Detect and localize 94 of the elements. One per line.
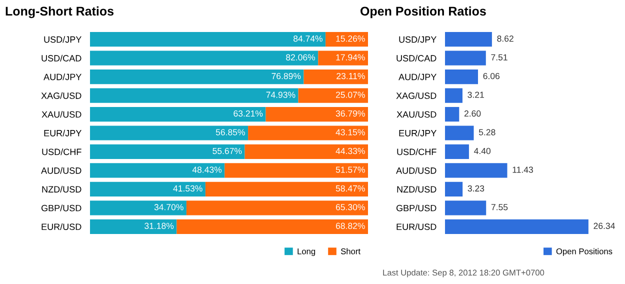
data-label: 17.94%: [336, 54, 365, 60]
y-tick-label: XAU/USD: [396, 111, 436, 118]
bar: [445, 219, 588, 234]
data-label: 3.23: [468, 185, 484, 192]
y-tick-label: EUR/JPY: [399, 130, 436, 136]
data-label: 11.43: [512, 166, 533, 173]
bar: [445, 88, 462, 103]
bar: [90, 70, 304, 84]
data-label: 76.89%: [272, 72, 301, 80]
y-tick-label: AUD/USD: [396, 167, 436, 174]
bar: [176, 219, 368, 234]
bar: [90, 106, 266, 122]
data-label: 36.79%: [336, 110, 365, 117]
bar: [90, 144, 245, 160]
bar: [90, 88, 298, 103]
data-label: 25.07%: [336, 92, 365, 98]
y-tick-label: XAU/USD: [42, 111, 82, 118]
y-tick-label: EUR/USD: [396, 223, 436, 230]
bar: [90, 126, 248, 140]
legend-label: Long: [298, 248, 316, 256]
y-tick-label: USD/JPY: [399, 36, 436, 43]
chart-title: Open Position Ratios: [360, 6, 486, 18]
data-label: 6.06: [483, 72, 500, 80]
y-tick-label: XAG/USD: [396, 92, 436, 99]
bar: [445, 182, 463, 196]
data-label: 43.15%: [336, 129, 365, 136]
bar: [445, 106, 460, 122]
legend-label: Open Positions: [556, 248, 612, 256]
bar: [186, 200, 368, 216]
bar: [298, 88, 368, 103]
data-label: 15.26%: [336, 36, 365, 42]
y-tick-label: EUR/USD: [42, 223, 82, 230]
bar: [90, 182, 206, 196]
bar: [445, 144, 469, 160]
data-label: 23.11%: [336, 72, 365, 80]
y-tick-label: AUD/JPY: [398, 74, 436, 80]
bar: [326, 32, 368, 47]
data-label: 58.47%: [336, 185, 365, 192]
y-tick-label: USD/CAD: [396, 54, 436, 62]
data-label: 41.53%: [173, 185, 202, 192]
bar: [244, 144, 368, 160]
bar: [445, 200, 486, 216]
data-label: 44.33%: [336, 148, 365, 154]
y-tick-label: USD/CAD: [42, 54, 82, 62]
text: Last Update: Sep 8, 2012 18:20 GMT+0700: [383, 269, 544, 278]
y-tick-label: XAG/USD: [41, 92, 82, 99]
y-tick-label: USD/JPY: [44, 36, 82, 43]
y-tick-label: GBP/USD: [41, 204, 82, 212]
bar: [445, 32, 492, 47]
bar: [445, 163, 508, 178]
data-label: 63.21%: [234, 110, 263, 117]
y-tick-label: NZD/USD: [397, 186, 436, 193]
bar: [304, 70, 368, 84]
data-label: 48.43%: [192, 166, 222, 173]
data-label: 74.93%: [266, 92, 296, 98]
y-tick-label: EUR/JPY: [44, 130, 82, 136]
data-label: 68.82%: [336, 222, 365, 229]
chart-title: Long-Short Ratios: [6, 6, 114, 18]
y-tick-label: NZD/USD: [42, 186, 82, 193]
bar: [90, 32, 326, 47]
bar: [445, 70, 478, 84]
y-tick-label: USD/CHF: [42, 148, 82, 156]
data-label: 5.28: [478, 129, 496, 136]
bar: [90, 163, 225, 178]
data-label: 84.74%: [294, 36, 322, 42]
y-tick-label: AUD/JPY: [44, 74, 82, 80]
data-label: 4.40: [474, 148, 491, 154]
data-label: 31.18%: [144, 222, 174, 229]
data-label: 65.30%: [336, 204, 365, 210]
bar: [266, 106, 368, 122]
bar: [90, 219, 177, 234]
data-label: 51.57%: [336, 166, 365, 173]
y-tick-label: AUD/USD: [41, 167, 82, 174]
data-label: 56.85%: [216, 129, 245, 136]
bar: [318, 50, 368, 66]
legend-label: Short: [340, 248, 360, 254]
bar: [248, 126, 368, 140]
y-tick-label: USD/CHF: [397, 148, 436, 156]
data-label: 8.62: [497, 36, 514, 42]
bar: [224, 163, 368, 178]
data-label: 34.70%: [154, 204, 184, 210]
data-label: 2.60: [464, 110, 481, 117]
data-label: 7.55: [491, 204, 508, 210]
bar: [90, 50, 318, 66]
data-label: 7.51: [491, 54, 508, 60]
y-tick-label: GBP/USD: [396, 204, 436, 212]
data-label: 3.21: [468, 92, 484, 98]
bar: [445, 126, 474, 140]
bar: [445, 50, 486, 66]
data-label: 82.06%: [286, 54, 316, 60]
bar: [90, 200, 186, 216]
data-label: 26.34: [594, 222, 615, 229]
data-label: 55.67%: [212, 148, 242, 154]
bar: [205, 182, 368, 196]
